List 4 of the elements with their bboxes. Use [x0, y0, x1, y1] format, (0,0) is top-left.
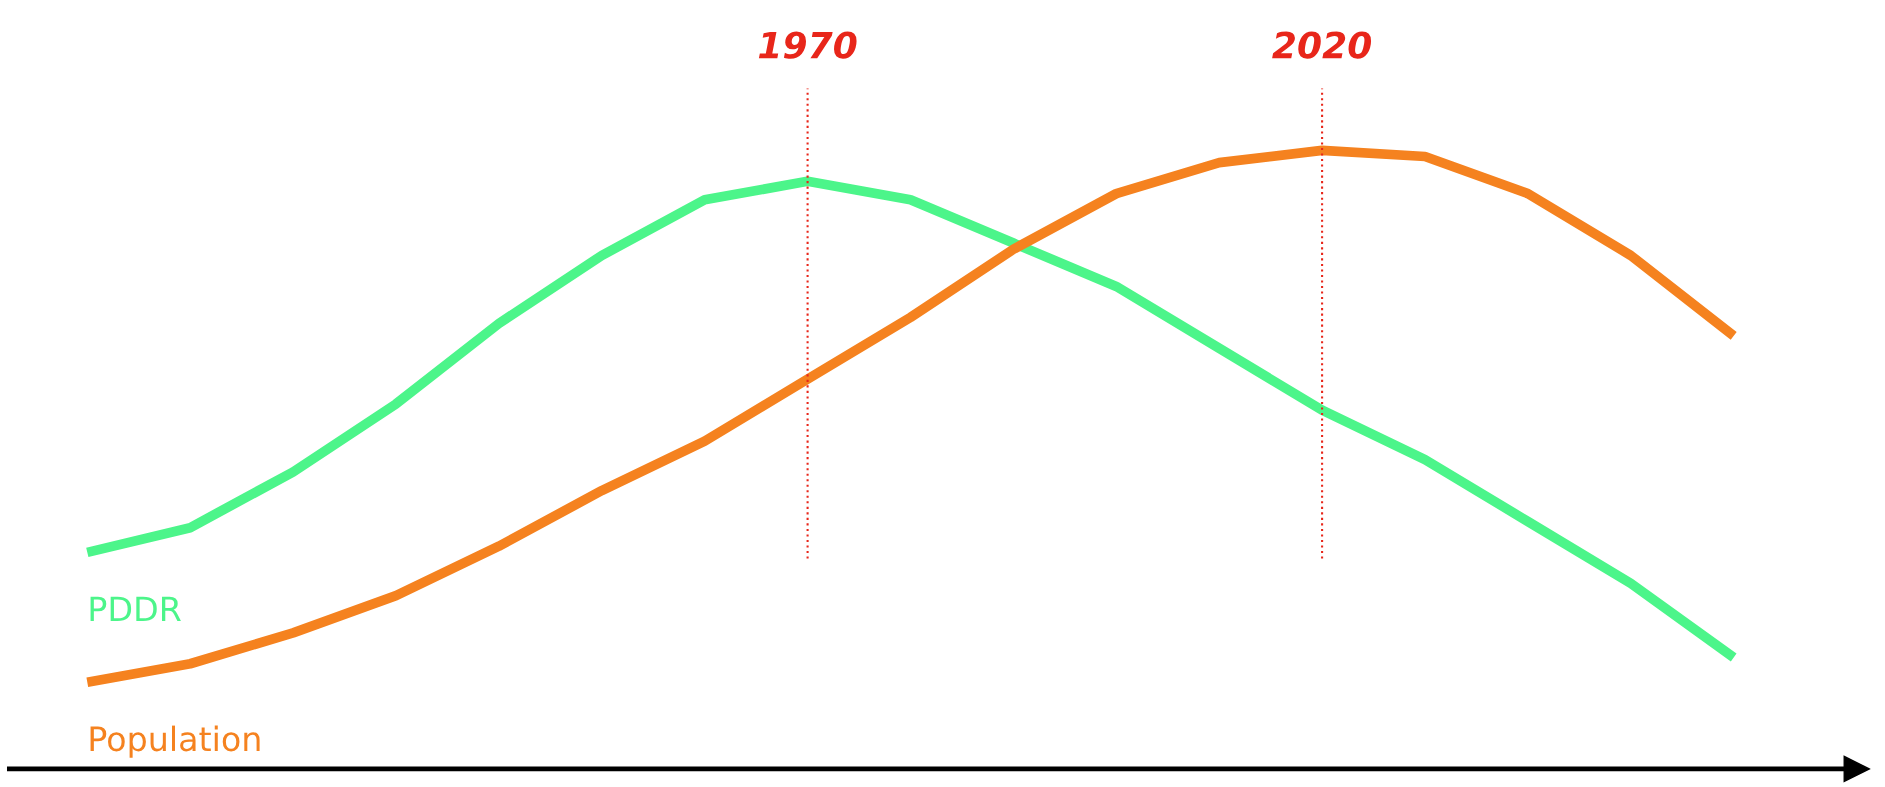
series-label: Population [90, 725, 260, 758]
text: 1970 [758, 31, 857, 59]
text: 2020 [1272, 31, 1372, 59]
series-label: PDDR [90, 596, 181, 622]
